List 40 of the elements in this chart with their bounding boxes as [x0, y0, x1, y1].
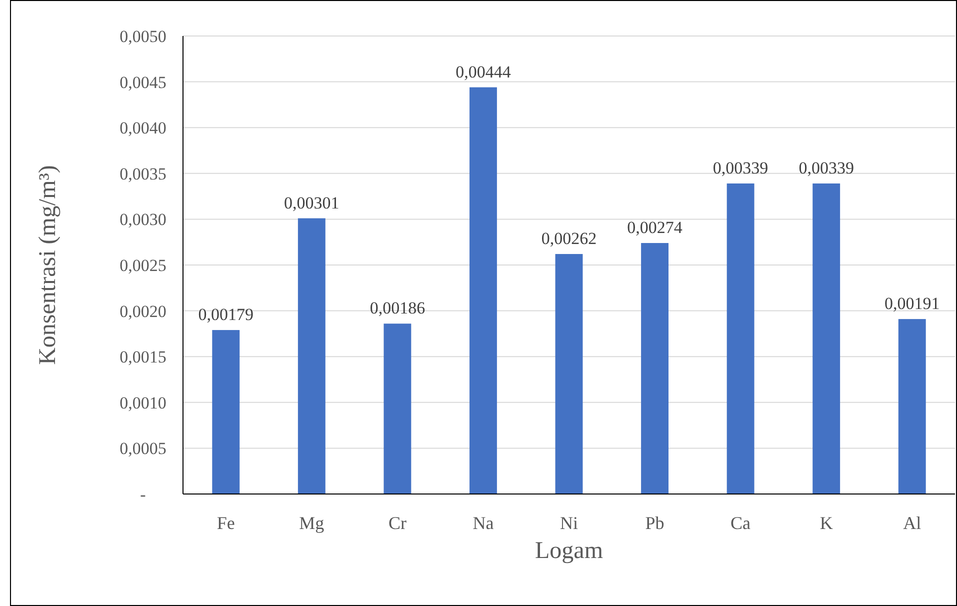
data-label: 0,00339 — [798, 158, 854, 178]
data-label: 0,00191 — [884, 294, 940, 314]
y-tick-label: 0,0015 — [120, 348, 166, 367]
bar — [812, 183, 840, 494]
y-tick-label: 0,0035 — [120, 164, 166, 184]
bar — [384, 324, 412, 494]
x-tick-label: K — [820, 513, 833, 533]
bar — [212, 330, 240, 494]
data-label: 0,00262 — [541, 229, 597, 248]
bar — [641, 243, 668, 494]
data-label: 0,00301 — [284, 193, 340, 212]
x-tick-label: Ca — [730, 513, 751, 533]
x-tick-label: Pb — [645, 513, 664, 533]
data-label: 0,00186 — [370, 298, 426, 318]
bar — [898, 319, 926, 494]
data-label: 0,00274 — [627, 218, 683, 238]
bar — [555, 254, 583, 494]
x-tick-label: Cr — [388, 513, 406, 533]
y-tick-label: 0,0040 — [120, 118, 166, 138]
y-tick-label: - — [140, 484, 146, 504]
x-tick-label: Mg — [299, 513, 324, 533]
y-tick-label: 0,0020 — [120, 302, 166, 321]
data-label: 0,00339 — [712, 158, 768, 178]
bar — [470, 87, 497, 494]
y-tick-label: 0,0050 — [120, 26, 166, 46]
y-tick-label: 0,0005 — [120, 439, 166, 458]
y-tick-label: 0,0010 — [120, 393, 166, 412]
data-label: 0,00179 — [198, 305, 254, 324]
bar — [298, 218, 326, 494]
bar — [726, 183, 754, 494]
x-tick-label: Al — [903, 513, 922, 533]
y-tick-label: 0,0025 — [120, 256, 166, 275]
data-label: 0,00444 — [456, 62, 512, 82]
y-tick-label: 0,0045 — [120, 72, 166, 92]
y-axis-title: Konsentrasi (mg/m³) — [35, 165, 61, 365]
y-tick-label: 0,0030 — [120, 210, 166, 230]
x-tick-label: Ni — [560, 513, 578, 533]
x-tick-label: Na — [472, 513, 494, 533]
x-tick-label: Fe — [216, 513, 235, 533]
x-axis-title: Logam — [535, 538, 604, 564]
